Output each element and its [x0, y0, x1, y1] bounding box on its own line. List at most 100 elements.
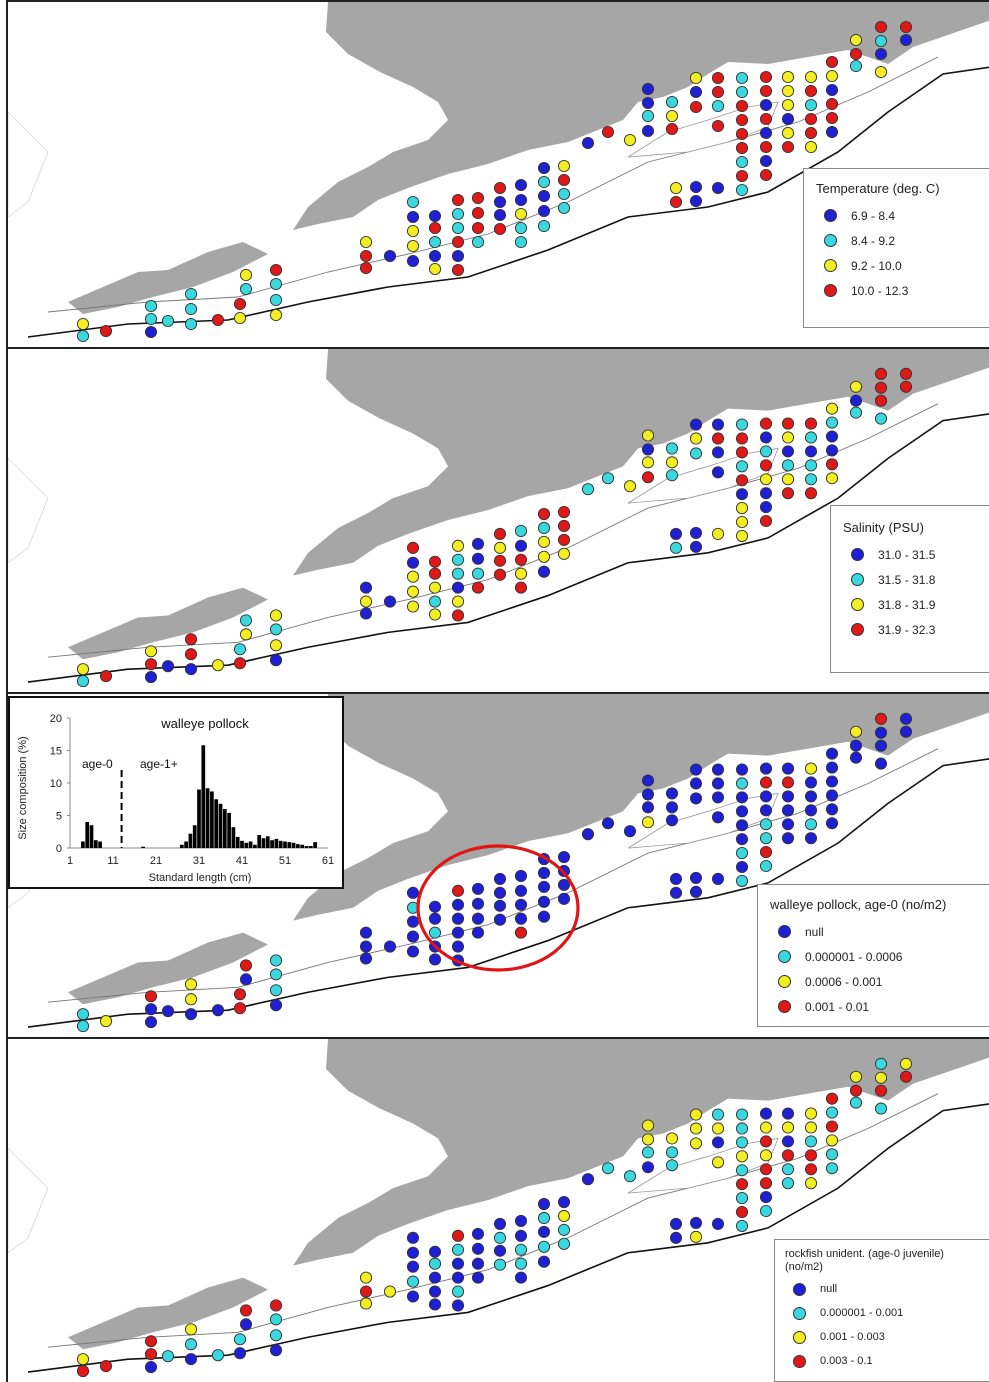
rockfish-legend: rockfish unident. (age-0 juvenile) (no/m…: [774, 1239, 989, 1382]
legend-item: 0.003 - 0.1: [785, 1349, 989, 1373]
station-marker: [735, 1205, 749, 1219]
station-marker: [669, 181, 683, 195]
station-marker: [493, 208, 507, 222]
bar: [188, 833, 193, 848]
station-marker: [239, 1318, 253, 1331]
station-marker: [665, 1146, 679, 1159]
station-marker: [359, 952, 373, 965]
station-marker: [735, 1178, 749, 1191]
station-marker: [451, 912, 465, 925]
station-marker: [144, 299, 158, 313]
station-marker: [735, 502, 749, 515]
y-tick-label: 20: [50, 713, 62, 725]
station-marker: [641, 1133, 655, 1146]
station-marker: [874, 1057, 888, 1070]
bar: [184, 841, 188, 848]
station-marker: [428, 912, 442, 925]
x-tick-label: 31: [193, 855, 205, 867]
legend-label: 8.4 - 9.2: [851, 233, 896, 248]
station-marker: [689, 194, 703, 208]
station-marker: [623, 825, 637, 838]
station-marker: [711, 777, 725, 790]
station-marker: [735, 71, 749, 85]
station-marker: [557, 519, 571, 533]
station-marker: [874, 394, 888, 407]
legend-label: 0.001 - 0.01: [805, 999, 870, 1014]
station-marker: [781, 445, 795, 458]
station-marker: [825, 111, 839, 125]
station-marker: [735, 1192, 749, 1205]
station-marker: [735, 183, 749, 197]
station-marker: [665, 787, 679, 800]
station-marker: [759, 818, 773, 831]
station-marker: [493, 181, 507, 195]
station-marker: [428, 595, 442, 608]
station-marker: [428, 953, 442, 966]
station-marker: [601, 125, 615, 139]
station-marker: [184, 978, 198, 991]
station-marker: [781, 762, 795, 775]
station-marker: [161, 314, 175, 328]
bar: [231, 827, 236, 848]
legend-swatch: [851, 623, 864, 636]
station-marker: [825, 97, 839, 111]
station-marker: [689, 526, 703, 539]
station-marker: [735, 446, 749, 459]
station-marker: [825, 1148, 839, 1161]
station-marker: [76, 1020, 90, 1033]
station-marker: [665, 456, 679, 469]
station-marker: [557, 506, 571, 519]
bar: [218, 803, 223, 848]
station-marker: [406, 224, 420, 238]
station-marker: [825, 430, 839, 443]
station-marker: [804, 762, 818, 775]
station-marker: [76, 1353, 90, 1366]
bar: [89, 825, 94, 848]
station-marker: [471, 882, 485, 895]
station-marker: [144, 325, 158, 339]
station-marker: [269, 1329, 283, 1342]
station-marker: [144, 658, 158, 671]
station-marker: [711, 99, 725, 113]
station-marker: [689, 180, 703, 194]
station-marker: [759, 140, 773, 154]
station-marker: [804, 804, 818, 817]
legend-label: 0.003 - 0.1: [820, 1355, 873, 1367]
bar: [261, 838, 266, 848]
station-marker: [825, 472, 839, 485]
station-marker: [804, 1177, 818, 1190]
station-marker: [735, 155, 749, 169]
station-marker: [76, 329, 90, 343]
station-marker: [874, 412, 888, 425]
station-marker: [471, 912, 485, 925]
station-marker: [471, 206, 485, 220]
station-marker: [849, 1084, 863, 1097]
station-marker: [406, 585, 420, 598]
bar: [210, 791, 214, 848]
station-marker: [471, 567, 485, 580]
station-marker: [825, 1106, 839, 1119]
station-marker: [759, 1177, 773, 1190]
station-marker: [804, 1121, 818, 1134]
station-marker: [735, 113, 749, 127]
x-tick-label: 21: [150, 855, 162, 867]
station-marker: [641, 96, 655, 110]
legend-label: 31.0 - 31.5: [878, 547, 936, 562]
station-marker: [451, 581, 465, 594]
bar: [296, 844, 300, 848]
station-marker: [804, 84, 818, 98]
station-marker: [406, 1231, 420, 1244]
station-marker: [804, 790, 818, 803]
station-marker: [781, 70, 795, 84]
salinity-map: [8, 349, 989, 692]
station-marker: [514, 207, 528, 221]
station-marker: [359, 926, 373, 939]
station-marker: [849, 1070, 863, 1083]
station-marker: [874, 367, 888, 380]
station-marker: [211, 1004, 225, 1017]
station-marker: [804, 445, 818, 458]
bar: [235, 836, 240, 848]
station-marker: [428, 249, 442, 263]
station-marker: [184, 317, 198, 331]
